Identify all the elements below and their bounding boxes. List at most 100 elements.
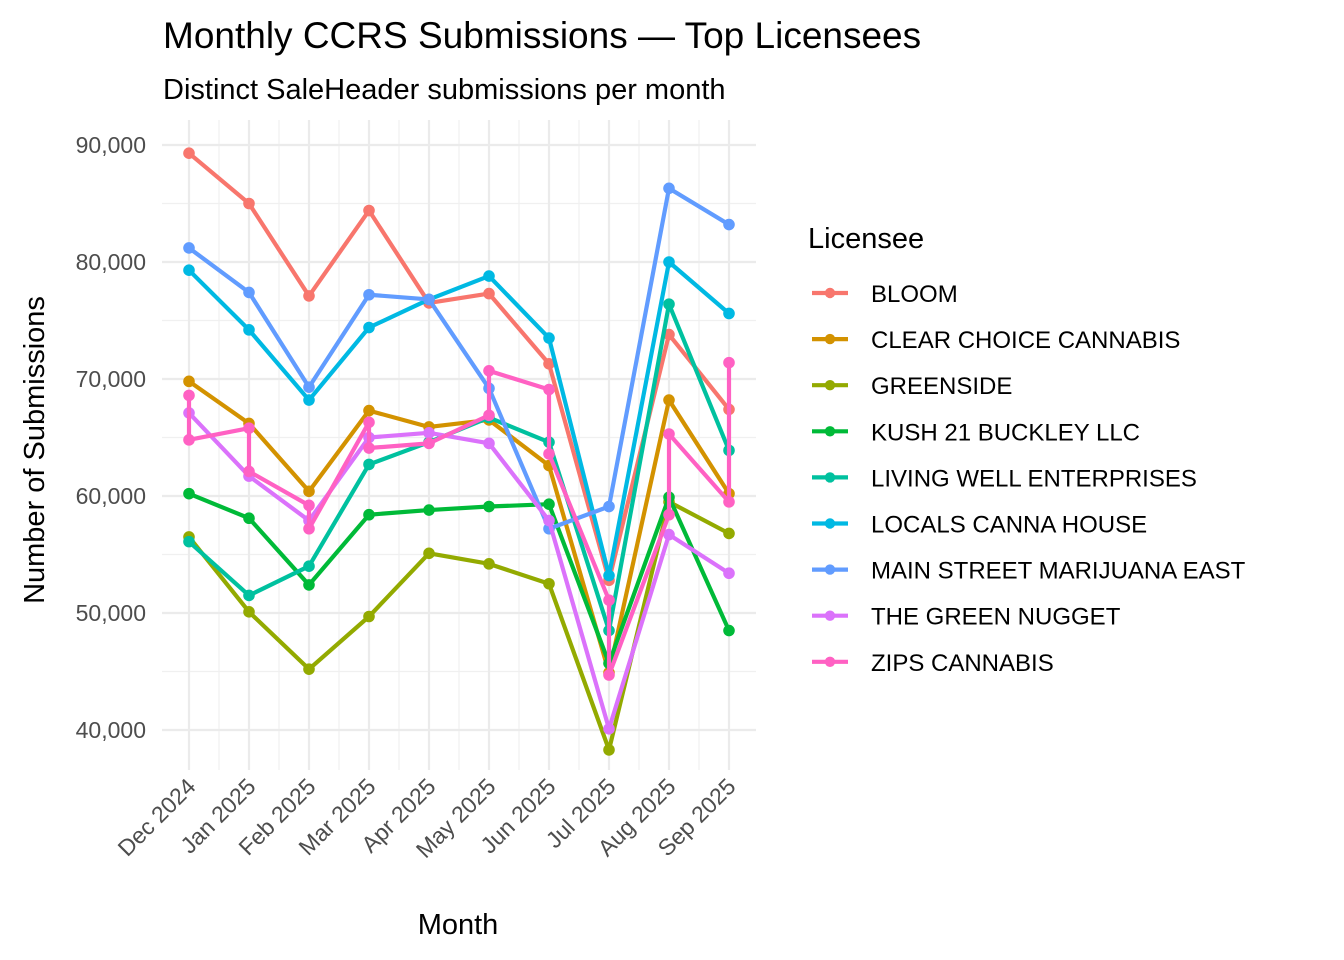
- legend-label: ZIPS CANNABIS: [871, 650, 1054, 677]
- data-point: [303, 579, 315, 591]
- legend-key-point: [824, 472, 836, 483]
- data-point: [243, 324, 255, 336]
- data-point: [183, 389, 195, 402]
- legend-item: KUSH 21 BUCKLEY LLC: [812, 419, 1140, 446]
- legend: Licensee BLOOM CLEAR CHOICE CANNABIS GREEN…: [808, 223, 1246, 677]
- data-point: [603, 723, 615, 735]
- data-point: [663, 182, 675, 195]
- legend-label: MAIN STREET MARIJUANA EAST: [871, 558, 1246, 585]
- chart-title: Monthly CCRS Submissions — Top Licensees: [163, 15, 921, 56]
- data-point: [363, 610, 375, 623]
- legend-key-point: [824, 333, 836, 345]
- data-point: [183, 242, 195, 254]
- data-point: [723, 356, 735, 369]
- data-point: [543, 383, 555, 396]
- data-point: [363, 321, 375, 334]
- series-zips-cannabis: [183, 356, 735, 681]
- data-point: [663, 528, 675, 541]
- legend-key-point: [824, 656, 836, 667]
- data-point: [603, 569, 615, 582]
- data-point: [423, 427, 435, 439]
- data-point: [243, 286, 255, 299]
- data-point: [423, 293, 435, 306]
- data-point: [303, 381, 315, 393]
- legend-item: MAIN STREET MARIJUANA EAST: [812, 558, 1246, 585]
- legend-item: BLOOM: [812, 281, 958, 308]
- x-axis-title: Month: [418, 909, 499, 941]
- data-point: [363, 288, 375, 301]
- series-line: [187, 259, 731, 578]
- series-line: [188, 491, 731, 666]
- data-point: [363, 442, 375, 454]
- legend-key-point: [824, 426, 836, 437]
- data-point: [543, 577, 555, 590]
- legend-item: LIVING WELL ENTERPRISES: [812, 465, 1197, 492]
- y-tick-label: 70,000: [76, 366, 146, 392]
- data-point: [363, 204, 375, 217]
- data-point: [483, 287, 495, 300]
- y-tick-label: 80,000: [76, 249, 146, 275]
- legend-label: CLEAR CHOICE CANNABIS: [871, 327, 1180, 354]
- legend-label: KUSH 21 BUCKLEY LLC: [871, 419, 1140, 446]
- data-point: [363, 508, 375, 521]
- legend-label: LIVING WELL ENTERPRISES: [871, 465, 1197, 492]
- legend-key-point: [824, 518, 836, 529]
- chart-subtitle: Distinct SaleHeader submissions per mont…: [163, 74, 726, 106]
- data-point: [183, 264, 195, 276]
- data-point: [543, 498, 555, 510]
- y-tick-label: 40,000: [76, 717, 146, 743]
- series-layer: [183, 147, 735, 756]
- data-point: [423, 504, 435, 516]
- data-point: [183, 434, 195, 446]
- data-point: [243, 589, 255, 602]
- data-point: [603, 500, 615, 513]
- series-kush-21-buckley-llc: [183, 487, 735, 670]
- legend-item: THE GREEN NUGGET: [812, 604, 1121, 631]
- y-axis-title: Number of Submissions: [19, 296, 51, 604]
- legend-label: LOCALS CANNA HOUSE: [871, 512, 1147, 539]
- data-point: [303, 485, 315, 498]
- data-point: [723, 496, 735, 508]
- data-point: [663, 508, 675, 521]
- y-axis-ticks: 40,000 50,000 60,000 70,000 80,000 90,000: [76, 132, 146, 743]
- data-point: [483, 270, 495, 282]
- data-point: [663, 256, 675, 268]
- data-point: [303, 499, 315, 512]
- y-tick-label: 60,000: [76, 483, 146, 509]
- data-point: [603, 594, 615, 606]
- data-point: [183, 535, 195, 548]
- data-point: [363, 458, 375, 471]
- legend-item: LOCALS CANNA HOUSE: [812, 512, 1147, 539]
- data-point: [243, 465, 255, 478]
- series-line: [187, 186, 731, 531]
- data-point: [483, 437, 495, 450]
- data-point: [183, 147, 195, 159]
- data-point: [663, 298, 675, 310]
- data-point: [723, 307, 735, 320]
- data-point: [243, 512, 255, 525]
- legend-key-point: [824, 610, 836, 621]
- data-point: [303, 394, 315, 406]
- data-point: [663, 328, 675, 341]
- data-point: [303, 290, 315, 302]
- legend-key-point: [824, 564, 836, 575]
- data-point: [663, 428, 675, 440]
- legend-key-point: [824, 380, 836, 391]
- data-point: [423, 547, 435, 560]
- series-line: [187, 411, 731, 731]
- data-point: [543, 448, 555, 460]
- data-point: [603, 744, 615, 756]
- legend-key-point: [824, 287, 836, 299]
- data-point: [483, 558, 495, 570]
- data-point: [483, 365, 495, 377]
- data-point: [543, 332, 555, 344]
- data-point: [483, 409, 495, 422]
- data-point: [303, 663, 315, 675]
- legend-label: GREENSIDE: [871, 373, 1012, 400]
- legend-label: THE GREEN NUGGET: [871, 604, 1121, 631]
- legend-item: ZIPS CANNABIS: [812, 650, 1054, 677]
- data-point: [723, 567, 735, 580]
- data-point: [183, 375, 195, 388]
